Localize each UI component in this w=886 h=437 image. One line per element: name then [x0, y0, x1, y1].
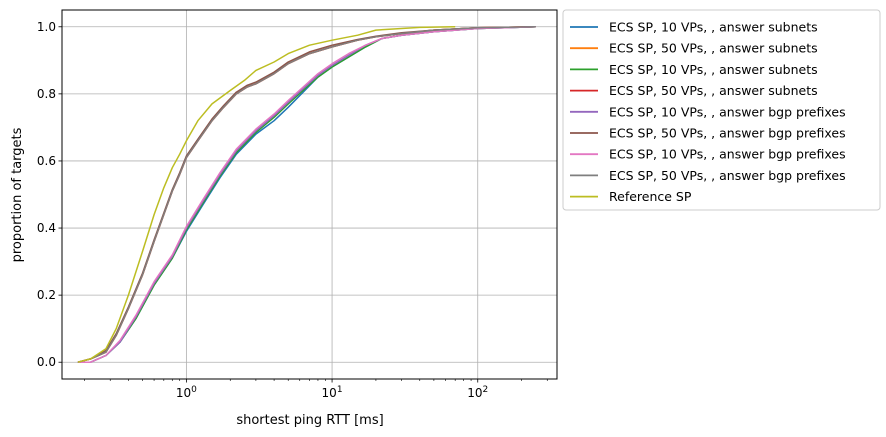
- legend: ECS SP, 10 VPs, , answer subnets ECS SP, …: [562, 9, 881, 211]
- legend-label-3: ECS SP, 10 VPs, , answer subnets: [609, 62, 818, 77]
- legend-box: [562, 9, 881, 211]
- x-tick-label: 102: [467, 385, 488, 400]
- y-tick-label: 0.2: [37, 288, 56, 302]
- x-axis-ticks: 100 101 102: [84, 379, 548, 400]
- x-tick-label: 101: [322, 385, 343, 400]
- legend-label-6: ECS SP, 50 VPs, , answer bgp prefixes: [609, 126, 846, 141]
- legend-label-4: ECS SP, 50 VPs, , answer subnets: [609, 83, 818, 98]
- y-axis-label: proportion of targets: [10, 127, 25, 262]
- y-tick-label: 0.0: [37, 355, 56, 369]
- grid-lines: [62, 10, 557, 379]
- legend-label-1: ECS SP, 10 VPs, , answer subnets: [609, 20, 818, 35]
- y-tick-label: 0.8: [37, 87, 56, 101]
- legend-label-2: ECS SP, 50 VPs, , answer subnets: [609, 41, 818, 56]
- legend-label-7: ECS SP, 10 VPs, , answer bgp prefixes: [609, 147, 846, 162]
- y-tick-label: 0.4: [37, 221, 56, 235]
- series-line-8: [77, 26, 536, 363]
- y-tick-label: 0.6: [37, 154, 56, 168]
- legend-label-9: Reference SP: [609, 189, 692, 204]
- series-line-9: [77, 26, 456, 363]
- legend-label-8: ECS SP, 50 VPs, , answer bgp prefixes: [609, 168, 846, 183]
- data-lines: [77, 26, 536, 363]
- legend-label-5: ECS SP, 10 VPs, , answer bgp prefixes: [609, 104, 846, 119]
- y-tick-label: 1.0: [37, 20, 56, 34]
- y-axis-ticks: 0.0 0.2 0.4 0.6 0.8 1.0: [37, 20, 62, 369]
- x-tick-label: 100: [176, 385, 197, 400]
- series-line-7: [77, 26, 536, 363]
- x-axis-label: shortest ping RTT [ms]: [236, 413, 383, 428]
